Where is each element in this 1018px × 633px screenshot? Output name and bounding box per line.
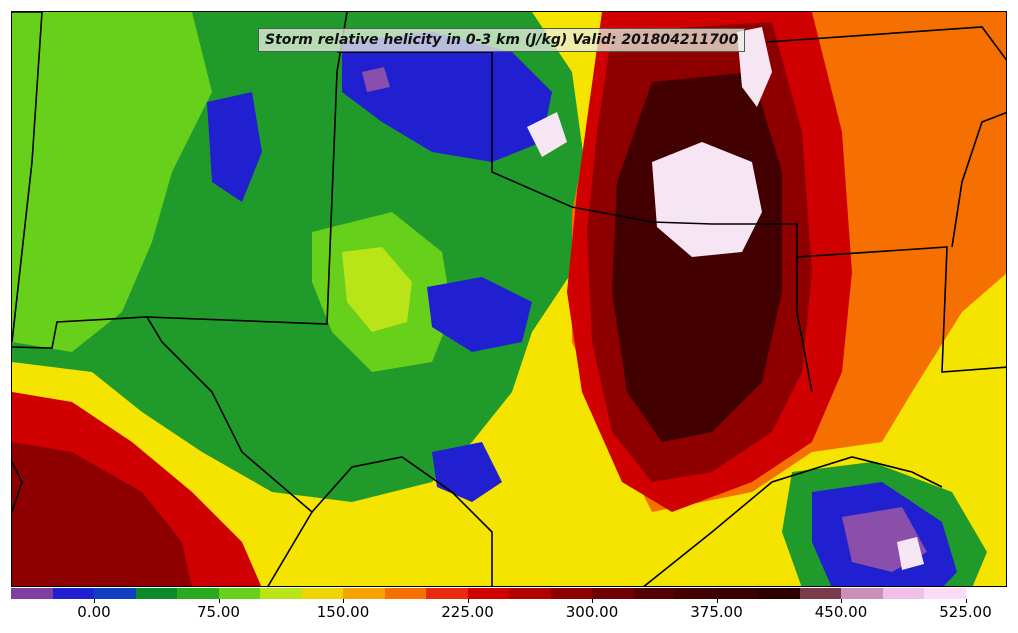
colorbar-tick-label: 75.00 [197, 603, 240, 621]
colorbar-segment [52, 588, 94, 599]
boundary-southwest [267, 511, 313, 586]
colorbar-segment [426, 588, 468, 599]
helicity-region-white-maximum [652, 142, 762, 257]
colorbar-tick-label: 450.00 [814, 603, 868, 621]
helicity-region-white-gulf [897, 537, 924, 570]
boundary-arkansas-north [766, 26, 1006, 61]
colorbar-tick-label: 0.00 [77, 603, 111, 621]
colorbar-segment [94, 588, 136, 599]
helicity-region-blue-south [432, 442, 502, 502]
helicity-region-white-small [527, 112, 567, 157]
boundary-mexico [12, 461, 23, 513]
colorbar-tick-label: 150.00 [316, 603, 370, 621]
colorbar-segment [675, 588, 717, 599]
colorbar-segment [924, 588, 966, 599]
colorbar-tick-label: 375.00 [690, 603, 743, 621]
helicity-region-blue-west [207, 92, 262, 202]
boundary-oklahoma [337, 51, 813, 393]
colorbar-segment [509, 588, 551, 599]
boundary-texas-coast [643, 456, 943, 586]
boundary-texas-west [12, 316, 493, 586]
colorbar-tick [218, 599, 220, 603]
helicity-region-maroon-core [612, 72, 782, 442]
colorbar-tick-label: 225.00 [441, 603, 494, 621]
boundary-mississippi [951, 111, 1006, 248]
colorbar-segment [177, 588, 219, 599]
colorbar-segment [633, 588, 675, 599]
colorbar-tick [965, 599, 967, 603]
colorbar-segment [218, 588, 260, 599]
colorbar-tick [467, 599, 469, 603]
colorbar-segment [467, 588, 509, 599]
colorbar-segment [758, 588, 800, 599]
map-panel: Storm relative helicity in 0-3 km (J/kg)… [11, 11, 1007, 587]
colorbar-segment [11, 588, 53, 599]
helicity-region-lightgreen-west [12, 12, 212, 352]
colorbar-segment [965, 588, 1007, 599]
colorbar-tick [841, 599, 842, 603]
helicity-region-darkred-southwest [12, 442, 192, 586]
colorbar-tick [94, 599, 95, 603]
helicity-region-purple-north [362, 67, 390, 92]
colorbar-tick-labels: 0.00 75.00 150.00 225.00 300.00 375.00 450.00 5… [11, 599, 1007, 633]
helicity-region-blue-north [342, 32, 552, 162]
colorbar-segment [343, 588, 385, 599]
boundary-new-mexico [12, 12, 43, 343]
helicity-map [12, 12, 1006, 586]
helicity-region-yellow-center [342, 247, 412, 332]
map-title: Storm relative helicity in 0-3 km (J/kg)… [258, 28, 746, 52]
colorbar-tick [592, 599, 593, 603]
colorbar-tick [343, 599, 344, 603]
colorbar-segment [260, 588, 302, 599]
colorbar-segment [592, 588, 634, 599]
colorbar-segment [799, 588, 841, 599]
helicity-region-white-north [737, 27, 772, 107]
colorbar [11, 588, 1007, 599]
boundary-louisiana [796, 246, 1006, 373]
colorbar-segment [716, 588, 758, 599]
colorbar-segment [135, 588, 177, 599]
colorbar-tick-label: 300.00 [565, 603, 619, 621]
colorbar-segment [882, 588, 924, 599]
colorbar-segment [550, 588, 592, 599]
helicity-region-blue-center [427, 277, 532, 352]
colorbar-segment [301, 588, 343, 599]
colorbar-segment [841, 588, 883, 599]
colorbar-tick [716, 599, 718, 603]
colorbar-segment [384, 588, 426, 599]
colorbar-tick-label: 525.00 [939, 603, 992, 621]
